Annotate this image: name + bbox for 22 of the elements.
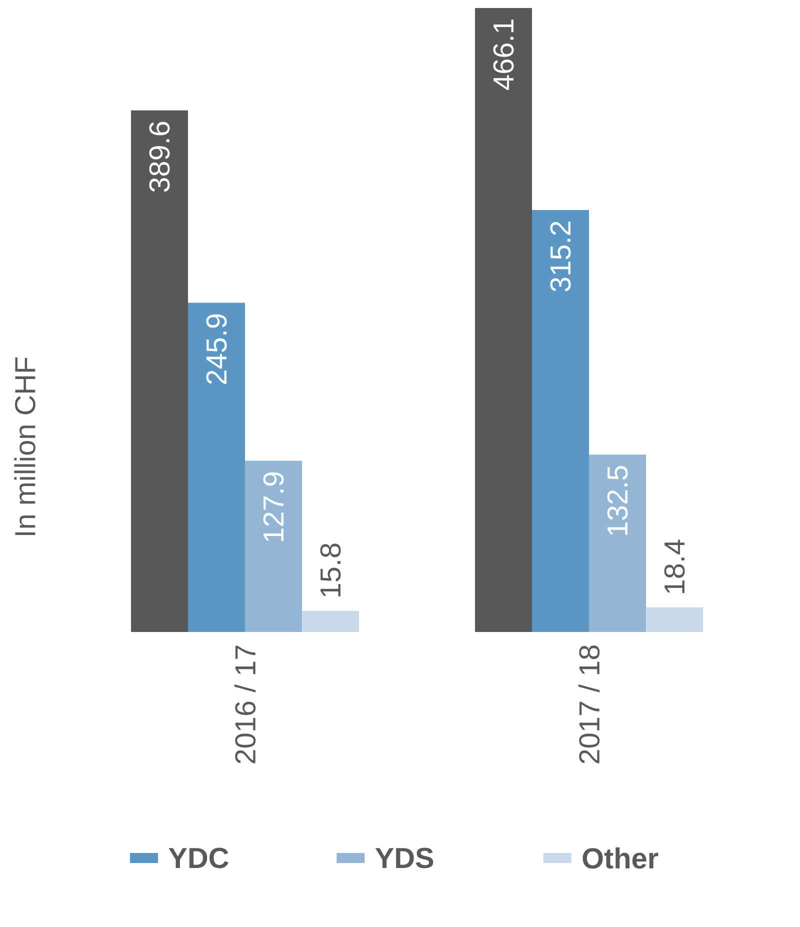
bar	[589, 454, 646, 632]
data-label: 389.6	[149, 122, 170, 192]
data-label: 15.8	[320, 544, 341, 596]
data-label: 315.2	[550, 222, 571, 292]
data-label: 132.5	[607, 466, 628, 535]
data-label: 466.1	[493, 20, 514, 90]
data-label: 245.9	[206, 314, 227, 384]
bar	[245, 460, 302, 632]
legend-label: YDC	[168, 848, 228, 868]
x-tick-label: 2017 / 18	[578, 645, 600, 764]
bar	[188, 302, 245, 632]
data-label: 18.4	[664, 540, 685, 593]
bar	[646, 607, 704, 632]
bar	[475, 8, 532, 632]
legend-label: Other	[582, 847, 658, 869]
y-axis-title: In million CHF	[14, 358, 36, 536]
bar	[302, 610, 359, 632]
x-tick-label: 2016 / 17	[234, 646, 256, 764]
bar	[532, 210, 590, 632]
bar	[131, 110, 188, 632]
data-label: 127.9	[263, 472, 284, 542]
legend-label: YDS	[375, 848, 434, 868]
